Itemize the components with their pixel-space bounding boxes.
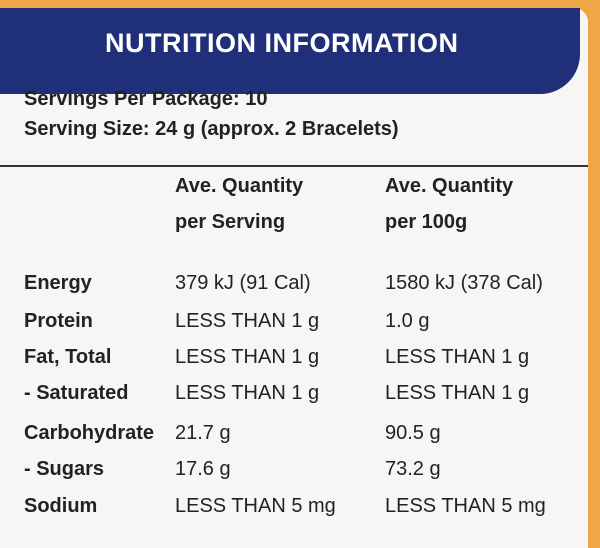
nutrient-label: Carbohydrate bbox=[24, 422, 155, 444]
per-100g-value: 1580 kJ (378 Cal) bbox=[385, 272, 543, 294]
column-header: per Serving bbox=[175, 211, 286, 233]
nutrient-label: Protein bbox=[24, 310, 93, 332]
column-header: Ave. Quantity bbox=[175, 175, 304, 197]
per-serving-value: 379 kJ (91 Cal) bbox=[175, 272, 311, 294]
nutrient-label: Energy bbox=[24, 272, 92, 294]
per-100g-value: LESS THAN 1 g bbox=[385, 382, 530, 404]
label-card bbox=[0, 8, 588, 548]
header-banner: NUTRITION INFORMATION bbox=[0, 8, 580, 94]
per-serving-value: LESS THAN 1 g bbox=[175, 310, 320, 332]
per-100g-value: LESS THAN 1 g bbox=[385, 346, 530, 368]
divider bbox=[0, 165, 588, 167]
nutrient-label: - Sugars bbox=[24, 458, 105, 480]
per-serving-value: LESS THAN 5 mg bbox=[175, 495, 336, 517]
per-serving-value: 17.6 g bbox=[175, 458, 231, 480]
serving-size: Serving Size: 24 g (approx. 2 Bracelets) bbox=[24, 118, 399, 140]
nutrient-label: Sodium bbox=[24, 495, 98, 517]
per-serving-value: LESS THAN 1 g bbox=[175, 346, 320, 368]
title: NUTRITION INFORMATION bbox=[105, 28, 459, 58]
per-100g-value: 1.0 g bbox=[385, 310, 430, 332]
per-100g-value: LESS THAN 5 mg bbox=[385, 495, 546, 517]
per-100g-value: 90.5 g bbox=[385, 422, 441, 444]
column-header: per 100g bbox=[385, 211, 468, 233]
per-serving-value: 21.7 g bbox=[175, 422, 231, 444]
nutrient-label: Fat, Total bbox=[24, 346, 112, 368]
per-serving-value: LESS THAN 1 g bbox=[175, 382, 320, 404]
nutrient-label: - Saturated bbox=[24, 382, 129, 404]
column-header: Ave. Quantity bbox=[385, 175, 514, 197]
per-100g-value: 73.2 g bbox=[385, 458, 441, 480]
servings-per-package: Servings Per Package: 10 bbox=[24, 88, 268, 110]
